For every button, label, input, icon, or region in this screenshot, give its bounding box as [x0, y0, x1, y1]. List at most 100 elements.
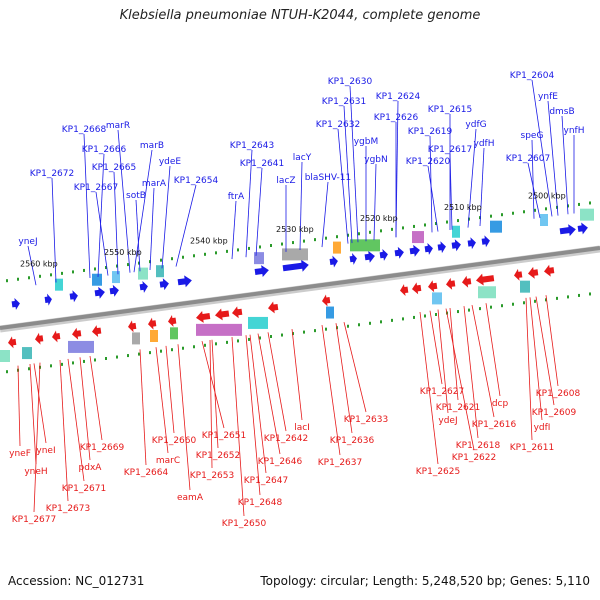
reverse-gene-label: KP1_2622 — [452, 453, 496, 463]
reverse-gene-label: KP1_2673 — [46, 504, 90, 514]
tick-mark-upper — [545, 207, 547, 211]
tick-mark-lower — [479, 307, 481, 311]
forward-gene-arrow-18-shape — [437, 241, 446, 254]
forward-gene-arrow-8 — [177, 275, 192, 288]
label-leader-line — [33, 363, 47, 444]
label-leader-line — [449, 153, 453, 230]
forward-gene-arrow-10-shape — [282, 259, 309, 272]
tick-mark-upper — [501, 213, 503, 217]
forward-gene-label: ydfH — [474, 139, 495, 149]
tick-mark-upper — [248, 246, 250, 250]
lower-feature-block-4 — [132, 332, 140, 345]
upper-feature-block-4 — [138, 267, 148, 280]
tick-mark-lower — [259, 336, 261, 340]
tick-mark-upper — [149, 260, 151, 264]
forward-gene-label: ydeE — [159, 157, 182, 167]
tick-mark-lower — [116, 355, 118, 359]
backbone-line — [0, 246, 600, 330]
reverse-gene-label: KP1_2651 — [202, 431, 246, 441]
forward-gene-arrow-6-shape — [139, 280, 148, 293]
tick-mark-lower — [325, 327, 327, 331]
reverse-gene-label: KP1_2608 — [536, 389, 581, 399]
reverse-gene-label: yneF — [9, 449, 31, 459]
tick-mark-upper — [336, 235, 338, 239]
forward-gene-label: KP1_2667 — [74, 183, 118, 193]
tick-mark-upper — [512, 211, 514, 215]
forward-gene-label: KP1_2626 — [374, 113, 419, 123]
tick-mark-lower — [358, 323, 360, 327]
forward-gene-arrow-2-shape — [44, 293, 52, 306]
forward-gene-arrow-12-shape — [349, 253, 357, 265]
tick-mark-upper — [380, 229, 382, 233]
reverse-gene-arrow-15 — [412, 282, 422, 295]
forward-gene-arrow-4-shape — [94, 286, 105, 299]
label-leader-line — [113, 171, 119, 275]
reverse-gene-label: KP1_2664 — [124, 468, 169, 478]
reverse-gene-arrow-20-shape — [514, 268, 523, 281]
tick-mark-lower — [391, 318, 393, 322]
label-leader-line — [485, 303, 501, 397]
lower-feature-block-10 — [432, 292, 442, 305]
reverse-gene-arrow-6 — [128, 320, 137, 333]
forward-gene-arrow-3 — [69, 290, 78, 303]
reverse-gene-label: pdxA — [79, 463, 103, 473]
lower-feature-block-2 — [22, 347, 32, 360]
tick-mark-upper — [127, 263, 129, 267]
tick-mark-upper — [6, 279, 8, 283]
forward-gene-label: KP1_2632 — [316, 120, 360, 130]
scale-label: 2560 kbp — [20, 259, 58, 268]
forward-gene-label: ygbN — [364, 155, 387, 165]
forward-gene-arrow-22-shape — [559, 224, 576, 237]
label-leader-line — [177, 344, 191, 491]
reverse-gene-arrow-20 — [514, 268, 523, 281]
tick-mark-upper — [413, 224, 415, 228]
reverse-gene-label: KP1_2627 — [420, 387, 464, 397]
forward-gene-label: ynfE — [538, 92, 558, 102]
forward-gene-arrow-5-shape — [109, 284, 119, 297]
reverse-gene-label: KP1_2653 — [190, 471, 234, 481]
reverse-gene-label: yneI — [36, 446, 55, 456]
forward-gene-label: lacY — [293, 153, 312, 163]
label-leader-line — [463, 306, 479, 439]
tick-mark-upper — [270, 244, 272, 247]
forward-gene-arrow-1-shape — [11, 298, 20, 310]
tick-mark-upper — [237, 248, 239, 252]
reverse-gene-arrow-12-shape — [268, 301, 279, 314]
lower-feature-block-3 — [68, 340, 94, 353]
upper-feature-block-2 — [92, 273, 102, 286]
reverse-gene-arrow-22 — [544, 264, 555, 277]
reverse-gene-label: KP1_2621 — [436, 403, 480, 413]
reverse-gene-arrow-21-shape — [528, 266, 539, 279]
label-leader-line — [525, 297, 533, 441]
reverse-gene-label: dcp — [492, 399, 509, 409]
forward-gene-label: KP1_2630 — [328, 77, 373, 87]
tick-mark-upper — [116, 264, 118, 268]
upper-feature-block-9 — [350, 239, 380, 252]
tick-mark-upper — [347, 233, 349, 237]
lower-feature-block-9 — [326, 306, 334, 319]
reverse-gene-label: KP1_2625 — [416, 467, 460, 477]
reverse-gene-arrow-10-shape — [215, 308, 230, 321]
label-leader-line — [59, 359, 69, 502]
tick-mark-upper — [160, 258, 162, 262]
forward-gene-label: KP1_2615 — [428, 105, 472, 115]
reverse-gene-label: KP1_2652 — [196, 451, 240, 461]
forward-gene-label: yneJ — [18, 237, 37, 247]
reverse-gene-arrow-2 — [35, 332, 44, 345]
reverse-gene-label: yneH — [24, 467, 47, 477]
label-leader-line — [373, 163, 377, 241]
upper-feature-block-5 — [156, 265, 164, 278]
lower-feature-block-7 — [196, 323, 242, 336]
tick-mark-upper — [105, 266, 107, 269]
reverse-gene-arrow-18 — [462, 275, 472, 288]
tick-mark-lower — [105, 357, 107, 360]
tick-mark-lower — [490, 305, 492, 309]
label-leader-line — [437, 309, 449, 414]
label-leader-line — [299, 161, 303, 251]
tick-mark-lower — [6, 370, 8, 374]
label-leader-line — [349, 85, 359, 243]
reverse-gene-label: eamA — [177, 493, 204, 503]
reverse-gene-label: KP1_2637 — [318, 458, 362, 468]
tick-mark-lower — [292, 332, 294, 336]
leader-layer — [17, 79, 575, 517]
